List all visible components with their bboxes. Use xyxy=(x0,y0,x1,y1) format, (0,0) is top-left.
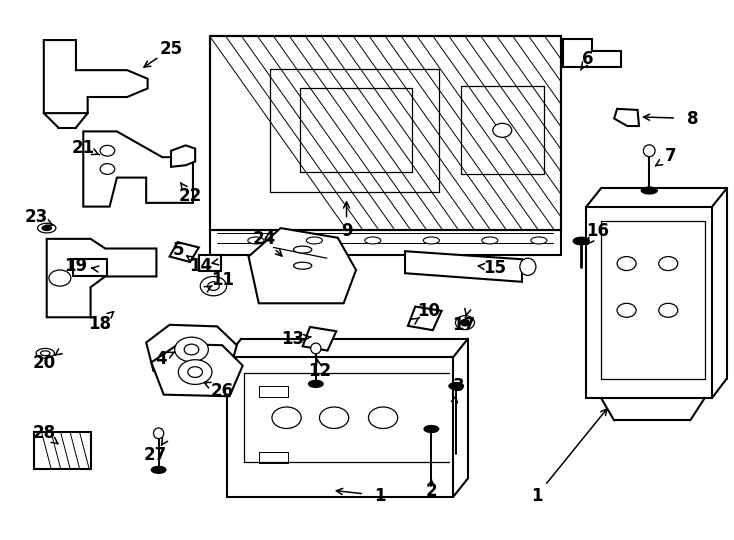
Ellipse shape xyxy=(365,237,381,244)
Ellipse shape xyxy=(424,426,439,433)
Text: 19: 19 xyxy=(65,256,87,275)
Circle shape xyxy=(617,303,636,318)
Text: 25: 25 xyxy=(159,39,183,58)
Polygon shape xyxy=(302,327,336,350)
Polygon shape xyxy=(47,239,156,318)
Circle shape xyxy=(658,303,677,318)
Polygon shape xyxy=(227,357,454,497)
Text: 28: 28 xyxy=(32,424,55,442)
Polygon shape xyxy=(171,145,195,167)
Circle shape xyxy=(658,256,677,271)
Circle shape xyxy=(461,320,469,326)
Circle shape xyxy=(272,407,301,428)
Ellipse shape xyxy=(642,187,657,194)
Text: 4: 4 xyxy=(155,349,167,368)
Polygon shape xyxy=(44,40,148,113)
Circle shape xyxy=(319,407,349,428)
Ellipse shape xyxy=(449,382,464,389)
Ellipse shape xyxy=(37,223,56,233)
Text: 5: 5 xyxy=(172,241,184,259)
Text: 13: 13 xyxy=(281,330,304,348)
Ellipse shape xyxy=(644,145,655,157)
Text: 12: 12 xyxy=(308,362,331,380)
Polygon shape xyxy=(405,251,522,282)
Polygon shape xyxy=(151,344,243,396)
Polygon shape xyxy=(563,39,622,67)
Circle shape xyxy=(175,337,208,362)
Text: 18: 18 xyxy=(89,315,112,333)
Text: 24: 24 xyxy=(253,230,276,248)
Ellipse shape xyxy=(520,258,536,275)
Circle shape xyxy=(617,256,636,271)
Polygon shape xyxy=(408,307,442,330)
Text: 9: 9 xyxy=(341,222,352,240)
Polygon shape xyxy=(146,325,237,371)
Polygon shape xyxy=(210,36,561,230)
Polygon shape xyxy=(73,259,107,276)
Text: 15: 15 xyxy=(484,259,506,277)
Text: 17: 17 xyxy=(452,316,475,334)
Text: 10: 10 xyxy=(418,302,440,320)
Ellipse shape xyxy=(573,237,589,245)
Text: 21: 21 xyxy=(72,139,95,157)
Circle shape xyxy=(188,367,203,377)
Text: 23: 23 xyxy=(25,208,48,226)
Polygon shape xyxy=(34,432,90,469)
Text: 20: 20 xyxy=(32,354,55,373)
Ellipse shape xyxy=(36,348,54,358)
Ellipse shape xyxy=(151,467,166,474)
Text: 8: 8 xyxy=(686,110,698,127)
Ellipse shape xyxy=(153,428,164,438)
Ellipse shape xyxy=(531,237,547,244)
Text: 3: 3 xyxy=(453,376,464,395)
Text: 27: 27 xyxy=(143,447,167,464)
Circle shape xyxy=(100,145,115,156)
Ellipse shape xyxy=(40,351,50,356)
Polygon shape xyxy=(199,255,221,271)
Text: 16: 16 xyxy=(586,222,608,240)
Circle shape xyxy=(493,123,512,137)
Text: 1: 1 xyxy=(374,487,386,505)
Circle shape xyxy=(49,270,71,286)
Ellipse shape xyxy=(248,237,264,244)
Text: 26: 26 xyxy=(211,382,234,400)
Polygon shape xyxy=(249,228,356,303)
Ellipse shape xyxy=(42,226,51,231)
Text: 1: 1 xyxy=(531,487,542,505)
Text: 22: 22 xyxy=(178,187,202,205)
Circle shape xyxy=(184,344,199,355)
Ellipse shape xyxy=(294,262,312,269)
Ellipse shape xyxy=(306,237,322,244)
Text: 11: 11 xyxy=(211,271,233,289)
Circle shape xyxy=(200,276,227,296)
Polygon shape xyxy=(83,131,193,207)
Text: 2: 2 xyxy=(426,482,437,501)
Circle shape xyxy=(178,360,212,384)
Circle shape xyxy=(368,407,398,428)
Ellipse shape xyxy=(482,237,498,244)
Polygon shape xyxy=(586,207,712,398)
Ellipse shape xyxy=(424,237,440,244)
Ellipse shape xyxy=(294,246,312,253)
Circle shape xyxy=(100,164,115,174)
Circle shape xyxy=(456,316,474,329)
Text: 14: 14 xyxy=(189,256,212,275)
Polygon shape xyxy=(614,109,639,126)
Polygon shape xyxy=(170,242,199,262)
Text: 6: 6 xyxy=(582,50,594,69)
Text: 7: 7 xyxy=(665,147,676,165)
Circle shape xyxy=(208,282,219,291)
Ellipse shape xyxy=(308,380,323,387)
Ellipse shape xyxy=(310,343,321,354)
